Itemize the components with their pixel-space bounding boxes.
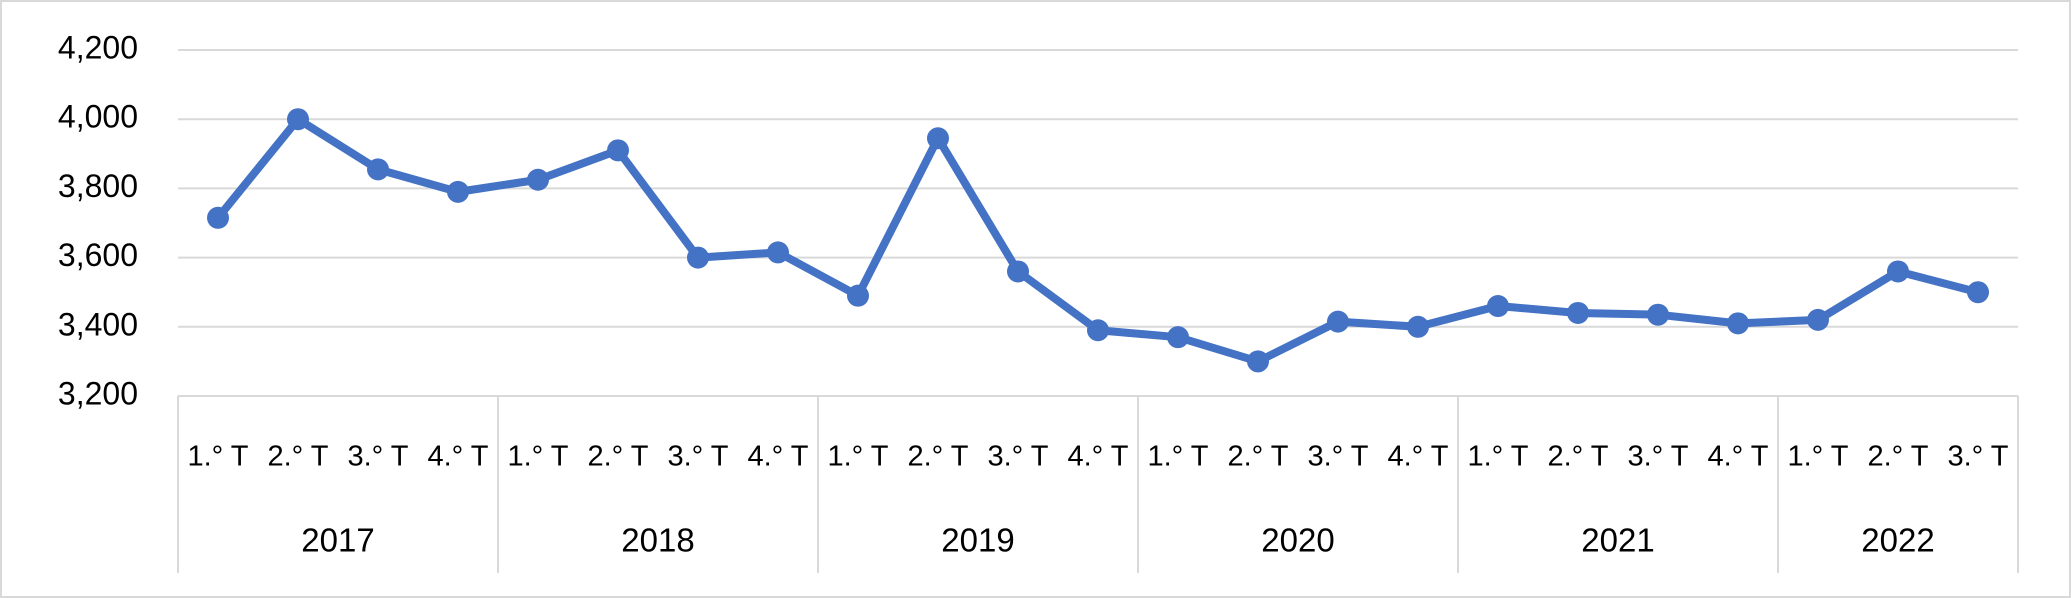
point bbox=[1087, 319, 1109, 342]
x-tick-label: 1.° T bbox=[187, 441, 248, 473]
x-tick-label: 3.° T bbox=[987, 441, 1048, 473]
point bbox=[767, 241, 789, 264]
x-tick-label: 2.° T bbox=[587, 441, 648, 473]
x-tick-label: 3.° T bbox=[1947, 441, 2008, 473]
point bbox=[207, 206, 229, 229]
y-tick-label: 4,200 bbox=[58, 29, 138, 65]
y-tick-label: 3,200 bbox=[58, 375, 138, 411]
point bbox=[1007, 260, 1029, 283]
x-tick-label: 3.° T bbox=[347, 441, 408, 473]
x-tick-label: 3.° T bbox=[667, 441, 728, 473]
point bbox=[1167, 326, 1189, 349]
point bbox=[447, 180, 469, 203]
x-tick-label: 4.° T bbox=[1387, 441, 1448, 473]
x-tick-label: 1.° T bbox=[1787, 441, 1848, 473]
group-label: 2022 bbox=[1861, 522, 1934, 559]
group-label: 2018 bbox=[621, 522, 694, 559]
point bbox=[847, 284, 869, 307]
point bbox=[1807, 308, 1829, 331]
point bbox=[287, 108, 309, 131]
point bbox=[1567, 301, 1589, 324]
x-tick-label: 2.° T bbox=[907, 441, 968, 473]
x-tick-label: 2.° T bbox=[1547, 441, 1608, 473]
x-tick-label: 2.° T bbox=[1227, 441, 1288, 473]
point bbox=[687, 246, 709, 269]
point bbox=[1647, 303, 1669, 326]
group-label: 2017 bbox=[301, 522, 374, 559]
point bbox=[1407, 315, 1429, 338]
x-tick-label: 2.° T bbox=[1867, 441, 1928, 473]
point bbox=[1887, 260, 1909, 283]
point bbox=[527, 168, 549, 191]
x-tick-label: 1.° T bbox=[1147, 441, 1208, 473]
x-tick-label: 1.° T bbox=[1467, 441, 1528, 473]
point bbox=[927, 127, 949, 150]
group-label: 2021 bbox=[1581, 522, 1654, 559]
x-tick-label: 3.° T bbox=[1307, 441, 1368, 473]
x-tick-label: 1.° T bbox=[507, 441, 568, 473]
y-tick-label: 3,600 bbox=[58, 237, 138, 273]
group-label: 2019 bbox=[941, 522, 1014, 559]
point bbox=[1327, 310, 1349, 333]
x-tick-label: 4.° T bbox=[427, 441, 488, 473]
x-tick-label: 3.° T bbox=[1627, 441, 1688, 473]
point bbox=[607, 139, 629, 162]
point bbox=[1247, 350, 1269, 373]
x-tick-label: 1.° T bbox=[827, 441, 888, 473]
x-tick-label: 4.° T bbox=[1707, 441, 1768, 473]
point bbox=[1487, 295, 1509, 318]
point bbox=[1727, 312, 1749, 335]
y-tick-label: 3,800 bbox=[58, 168, 138, 204]
y-tick-label: 4,000 bbox=[58, 99, 138, 135]
x-tick-label: 2.° T bbox=[267, 441, 328, 473]
x-tick-label: 4.° T bbox=[747, 441, 808, 473]
point bbox=[367, 158, 389, 181]
x-tick-label: 4.° T bbox=[1067, 441, 1128, 473]
point bbox=[1967, 281, 1989, 304]
y-tick-label: 3,400 bbox=[58, 306, 138, 342]
group-label: 2020 bbox=[1261, 522, 1334, 559]
